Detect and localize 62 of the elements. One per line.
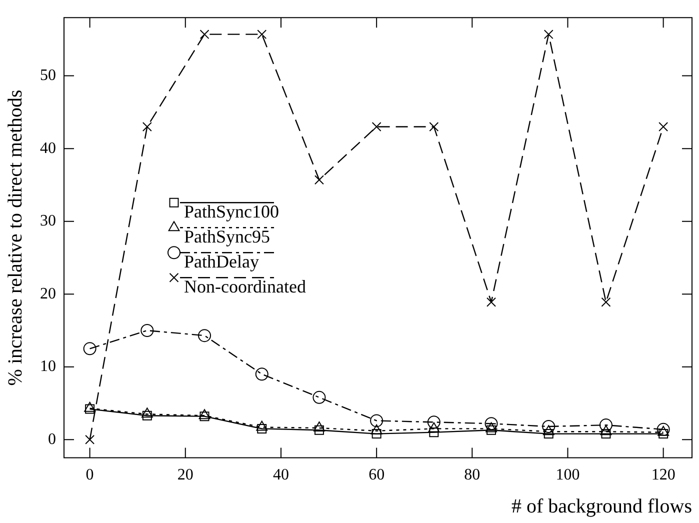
point (429, 122, 439, 132)
legend-label: PathDelay (184, 252, 259, 272)
point (656, 422, 670, 436)
point (200, 30, 210, 40)
point (427, 416, 440, 429)
point (255, 368, 268, 381)
point (658, 426, 670, 436)
point (314, 425, 324, 435)
point (85, 404, 95, 414)
x-tick-label: 100 (556, 466, 580, 484)
y-tick-label: 0 (48, 430, 56, 448)
point (658, 122, 668, 132)
y-tick-label: 50 (40, 67, 56, 84)
point (486, 425, 496, 435)
point (428, 422, 440, 432)
point (256, 420, 268, 431)
point (429, 428, 439, 438)
point (601, 429, 611, 439)
x-tick-label: 0 (86, 466, 94, 484)
point (372, 122, 382, 132)
legend-label: PathSync95 (184, 226, 270, 247)
point (484, 417, 498, 430)
point (314, 175, 324, 185)
point (370, 424, 382, 434)
point (542, 425, 554, 436)
point (486, 422, 497, 432)
point (601, 297, 611, 307)
point (85, 434, 95, 444)
x-axis-title: # of background flows (511, 495, 692, 518)
point (370, 414, 384, 428)
point (314, 421, 325, 432)
y-tick-label: 40 (40, 140, 56, 157)
point (84, 402, 96, 412)
legend-label: Non-coordinated (184, 276, 306, 297)
x-tick-label: 40 (272, 466, 289, 484)
point (542, 420, 556, 434)
y-axis-title: % increase relative to direct methods (4, 89, 26, 386)
point (544, 429, 554, 439)
point (198, 329, 212, 342)
point (198, 409, 210, 420)
legend-label: PathSync100 (184, 202, 280, 222)
y-tick-label: 30 (40, 212, 56, 230)
point (257, 424, 267, 434)
point (486, 297, 496, 307)
point (200, 412, 210, 422)
y-tick-label: 20 (40, 285, 56, 302)
x-tick-label: 60 (368, 466, 385, 484)
point (257, 30, 267, 40)
x-tick-label: 120 (651, 466, 676, 484)
point (372, 429, 382, 439)
point (312, 390, 326, 404)
point (141, 408, 153, 418)
point (83, 342, 96, 356)
point (599, 418, 612, 432)
point (140, 324, 154, 337)
point (544, 30, 554, 40)
point (600, 425, 612, 436)
point (142, 410, 152, 420)
y-tick-label: 10 (40, 358, 56, 376)
point (142, 122, 152, 132)
x-tick-label: 20 (177, 466, 194, 484)
x-tick-label: 80 (464, 466, 480, 484)
